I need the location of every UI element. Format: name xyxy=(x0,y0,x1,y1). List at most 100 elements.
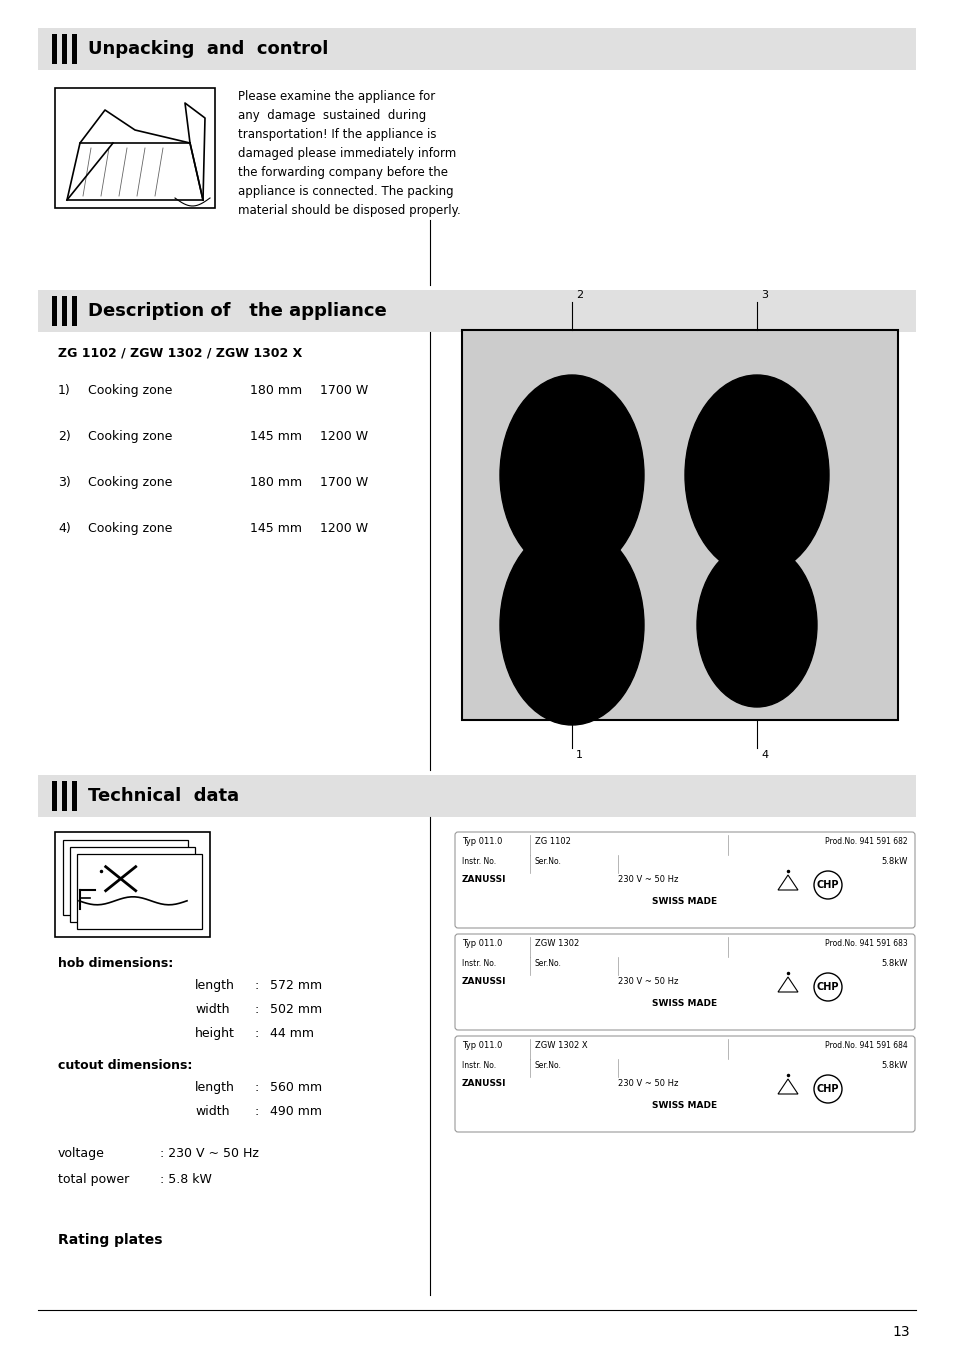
Bar xyxy=(52,296,57,326)
Ellipse shape xyxy=(684,376,828,576)
Text: ZANUSSI: ZANUSSI xyxy=(461,875,506,884)
Bar xyxy=(55,88,214,208)
Text: Ser.No.: Ser.No. xyxy=(535,959,561,969)
Text: height: height xyxy=(194,1027,234,1040)
Text: length: length xyxy=(194,979,234,992)
Bar xyxy=(52,781,57,811)
Text: damaged please immediately inform: damaged please immediately inform xyxy=(237,147,456,159)
Text: SWISS MADE: SWISS MADE xyxy=(652,998,717,1008)
Bar xyxy=(70,847,194,921)
Text: ZANUSSI: ZANUSSI xyxy=(461,1079,506,1088)
Text: Cooking zone: Cooking zone xyxy=(88,476,172,489)
Text: Cooking zone: Cooking zone xyxy=(88,430,172,443)
Bar xyxy=(62,781,67,811)
Text: Technical  data: Technical data xyxy=(88,788,239,805)
Text: Ser.No.: Ser.No. xyxy=(535,1061,561,1070)
Text: Ser.No.: Ser.No. xyxy=(535,857,561,866)
Text: ZG 1102: ZG 1102 xyxy=(535,838,570,846)
Circle shape xyxy=(813,1075,841,1102)
Bar xyxy=(71,34,77,63)
Text: hob dimensions:: hob dimensions: xyxy=(58,957,173,970)
Text: :: : xyxy=(254,1081,259,1094)
Text: 44 mm: 44 mm xyxy=(270,1027,314,1040)
Text: Instr. No.: Instr. No. xyxy=(461,959,496,969)
Polygon shape xyxy=(67,143,203,200)
Bar xyxy=(77,854,202,929)
Text: any  damage  sustained  during: any damage sustained during xyxy=(237,109,426,122)
Text: 4): 4) xyxy=(58,521,71,535)
Bar xyxy=(461,330,897,720)
Text: CHP: CHP xyxy=(816,880,839,890)
Text: 2): 2) xyxy=(58,430,71,443)
Text: 1: 1 xyxy=(576,750,582,761)
Circle shape xyxy=(813,871,841,898)
Bar xyxy=(71,296,77,326)
FancyBboxPatch shape xyxy=(455,1036,914,1132)
Text: 3: 3 xyxy=(760,290,767,300)
Bar xyxy=(38,290,915,332)
Bar xyxy=(62,296,67,326)
FancyBboxPatch shape xyxy=(455,832,914,928)
Text: appliance is connected. The packing: appliance is connected. The packing xyxy=(237,185,453,199)
Text: : 230 V ~ 50 Hz: : 230 V ~ 50 Hz xyxy=(160,1147,258,1161)
Text: Typ 011.0: Typ 011.0 xyxy=(461,1042,502,1050)
Text: voltage: voltage xyxy=(58,1147,105,1161)
Text: :: : xyxy=(254,1002,259,1016)
Text: Unpacking  and  control: Unpacking and control xyxy=(88,41,328,58)
Text: ZG 1102 / ZGW 1302 / ZGW 1302 X: ZG 1102 / ZGW 1302 / ZGW 1302 X xyxy=(58,346,302,359)
Text: 1200 W: 1200 W xyxy=(319,521,368,535)
Ellipse shape xyxy=(697,543,816,707)
Circle shape xyxy=(813,973,841,1001)
Text: 180 mm: 180 mm xyxy=(250,384,302,397)
Text: 490 mm: 490 mm xyxy=(270,1105,322,1119)
Text: 5.8kW: 5.8kW xyxy=(881,857,907,866)
Text: CHP: CHP xyxy=(816,1084,839,1094)
Text: 230 V ~ 50 Hz: 230 V ~ 50 Hz xyxy=(618,1079,678,1088)
Text: :: : xyxy=(254,979,259,992)
Bar xyxy=(71,781,77,811)
Text: Prod.No. 941 591 683: Prod.No. 941 591 683 xyxy=(824,939,907,948)
Text: material should be disposed properly.: material should be disposed properly. xyxy=(237,204,460,218)
Text: Typ 011.0: Typ 011.0 xyxy=(461,939,502,948)
Text: 145 mm: 145 mm xyxy=(250,430,302,443)
Text: width: width xyxy=(194,1105,230,1119)
Text: width: width xyxy=(194,1002,230,1016)
Text: 5.8kW: 5.8kW xyxy=(881,959,907,969)
Text: Prod.No. 941 591 682: Prod.No. 941 591 682 xyxy=(824,838,907,846)
Text: 4: 4 xyxy=(760,750,767,761)
Text: :: : xyxy=(254,1027,259,1040)
Ellipse shape xyxy=(499,526,643,725)
Text: Cooking zone: Cooking zone xyxy=(88,521,172,535)
Text: ZANUSSI: ZANUSSI xyxy=(461,977,506,986)
Ellipse shape xyxy=(499,376,643,576)
Text: Please examine the appliance for: Please examine the appliance for xyxy=(237,91,435,103)
Text: Instr. No.: Instr. No. xyxy=(461,857,496,866)
Text: 572 mm: 572 mm xyxy=(270,979,322,992)
Text: 560 mm: 560 mm xyxy=(270,1081,322,1094)
Text: Prod.No. 941 591 684: Prod.No. 941 591 684 xyxy=(824,1042,907,1050)
Text: 230 V ~ 50 Hz: 230 V ~ 50 Hz xyxy=(618,875,678,884)
Bar xyxy=(52,34,57,63)
Text: 1200 W: 1200 W xyxy=(319,430,368,443)
Text: 1): 1) xyxy=(58,384,71,397)
Text: Description of   the appliance: Description of the appliance xyxy=(88,303,386,320)
Text: 502 mm: 502 mm xyxy=(270,1002,322,1016)
FancyBboxPatch shape xyxy=(455,934,914,1029)
Text: ZGW 1302 X: ZGW 1302 X xyxy=(535,1042,587,1050)
Text: SWISS MADE: SWISS MADE xyxy=(652,1101,717,1111)
Text: 1700 W: 1700 W xyxy=(319,384,368,397)
Text: Cooking zone: Cooking zone xyxy=(88,384,172,397)
Bar xyxy=(62,34,67,63)
Text: SWISS MADE: SWISS MADE xyxy=(652,897,717,907)
Text: Typ 011.0: Typ 011.0 xyxy=(461,838,502,846)
Text: : 5.8 kW: : 5.8 kW xyxy=(160,1173,212,1186)
Text: total power: total power xyxy=(58,1173,129,1186)
Text: 230 V ~ 50 Hz: 230 V ~ 50 Hz xyxy=(618,977,678,986)
Text: 5.8kW: 5.8kW xyxy=(881,1061,907,1070)
Bar xyxy=(38,28,915,70)
Text: 1700 W: 1700 W xyxy=(319,476,368,489)
Text: Instr. No.: Instr. No. xyxy=(461,1061,496,1070)
Text: the forwarding company before the: the forwarding company before the xyxy=(237,166,448,178)
Text: cutout dimensions:: cutout dimensions: xyxy=(58,1059,193,1071)
Text: :: : xyxy=(254,1105,259,1119)
